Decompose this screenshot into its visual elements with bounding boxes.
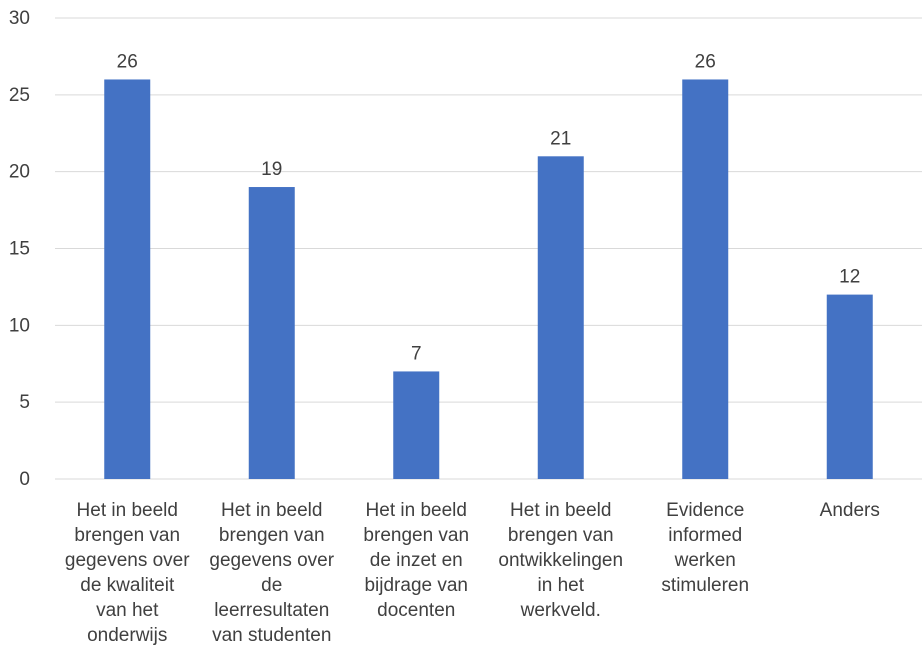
bar bbox=[826, 294, 873, 479]
x-category-label-line: Het in beeld bbox=[221, 500, 322, 521]
x-category-label-line: van het bbox=[96, 600, 159, 621]
x-category-label-line: stimuleren bbox=[661, 575, 749, 596]
x-category-label-line: werkveld. bbox=[520, 600, 601, 621]
x-category-label-line: leerresultaten bbox=[214, 600, 329, 621]
x-category-label-line: Het in beeld bbox=[77, 500, 178, 521]
x-category-label-line: brengen van bbox=[508, 525, 614, 546]
bar bbox=[682, 79, 729, 479]
y-tick-label: 30 bbox=[9, 8, 30, 29]
x-category-label-line: ontwikkelingen bbox=[498, 550, 623, 571]
x-category-label: Anders bbox=[820, 500, 880, 521]
x-category-label: Het in beeld brengen van gegevens over de le… bbox=[209, 500, 334, 646]
bar bbox=[393, 371, 440, 479]
x-category-label-line: bijdrage van bbox=[364, 575, 468, 596]
data-label: 26 bbox=[117, 51, 138, 72]
x-category-label: Het in beeld brengen van de inzet en bijdra… bbox=[363, 500, 469, 621]
bars bbox=[104, 79, 873, 480]
y-axis-ticks: 0 5 10 15 20 25 30 bbox=[9, 8, 30, 490]
y-tick-label: 20 bbox=[9, 162, 30, 183]
x-category-label: Het in beeld brengen van gegevens over de k… bbox=[65, 500, 190, 646]
x-category-label-line: de kwaliteit bbox=[80, 575, 175, 596]
x-category-label-line: brengen van bbox=[363, 525, 469, 546]
bar bbox=[248, 187, 295, 480]
data-label: 12 bbox=[839, 267, 860, 288]
x-category-label-line: gegevens over bbox=[209, 550, 334, 571]
y-tick-label: 5 bbox=[19, 392, 30, 413]
y-tick-label: 25 bbox=[9, 85, 30, 106]
x-category-label-line: onderwijs bbox=[87, 625, 167, 646]
x-category-label-line: brengen van bbox=[74, 525, 180, 546]
bar bbox=[537, 156, 584, 480]
data-labels: 26 19 7 21 26 12 bbox=[117, 51, 861, 364]
x-category-label-line: docenten bbox=[377, 600, 455, 621]
y-tick-label: 15 bbox=[9, 239, 30, 260]
x-category-label-line: Het in beeld bbox=[510, 500, 611, 521]
bar bbox=[104, 79, 151, 479]
x-axis-categories: Het in beeld brengen van gegevens over de k… bbox=[65, 500, 880, 646]
data-label: 19 bbox=[261, 159, 282, 180]
x-category-label-line: informed bbox=[668, 525, 742, 546]
y-tick-label: 0 bbox=[19, 469, 30, 490]
x-category-label-line: Evidence bbox=[666, 500, 744, 521]
data-label: 26 bbox=[695, 51, 716, 72]
data-label: 21 bbox=[550, 128, 571, 149]
x-category-label-line: in het bbox=[538, 575, 585, 596]
x-category-label-line: Het in beeld bbox=[366, 500, 467, 521]
x-category-label-line: de inzet en bbox=[370, 550, 463, 571]
x-category-label: Het in beeld brengen van ontwikkelingen in … bbox=[498, 500, 623, 621]
x-category-label-line: de bbox=[261, 575, 282, 596]
x-category-label-line: van studenten bbox=[212, 625, 331, 646]
gridlines bbox=[55, 17, 922, 480]
y-tick-label: 10 bbox=[9, 315, 30, 336]
x-category-label-line: gegevens over bbox=[65, 550, 190, 571]
x-category-label-line: werken bbox=[674, 550, 736, 571]
x-category-label-line: Anders bbox=[820, 500, 880, 521]
data-label: 7 bbox=[411, 343, 422, 364]
x-category-label: Evidence informed werken stimuleren bbox=[661, 500, 749, 596]
x-category-label-line: brengen van bbox=[219, 525, 325, 546]
